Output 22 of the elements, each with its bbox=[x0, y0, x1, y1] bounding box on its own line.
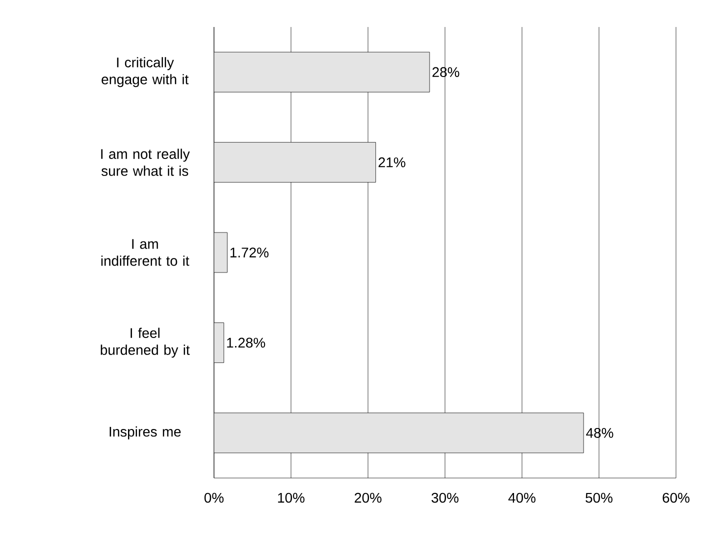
data-label: 1.72% bbox=[230, 248, 268, 258]
y-tick-label: I am not really sure what it is bbox=[101, 148, 190, 176]
bar bbox=[214, 142, 376, 182]
x-tick-label: 0% bbox=[204, 492, 224, 503]
y-tick-label: Inspires me bbox=[110, 426, 181, 440]
x-tick-label: 50% bbox=[586, 492, 612, 503]
x-tick-label: 60% bbox=[662, 492, 690, 503]
data-label: 48% bbox=[586, 428, 614, 438]
x-tick-label: 40% bbox=[508, 492, 536, 503]
data-label: 1.28% bbox=[227, 338, 266, 348]
x-tick-label: 10% bbox=[278, 492, 304, 503]
x-tick-label: 30% bbox=[432, 492, 458, 503]
data-label: 21% bbox=[378, 157, 406, 168]
bar bbox=[214, 322, 224, 363]
y-tick-label: I feel burdened by it bbox=[100, 328, 190, 358]
bar bbox=[214, 232, 228, 273]
bar bbox=[214, 412, 584, 454]
data-label: 28% bbox=[432, 67, 460, 78]
y-tick-label: I am indifferent to it bbox=[101, 239, 190, 266]
bar bbox=[214, 52, 430, 92]
x-tick-label: 20% bbox=[354, 492, 382, 503]
y-tick-label: I critically engage with it bbox=[102, 57, 189, 88]
